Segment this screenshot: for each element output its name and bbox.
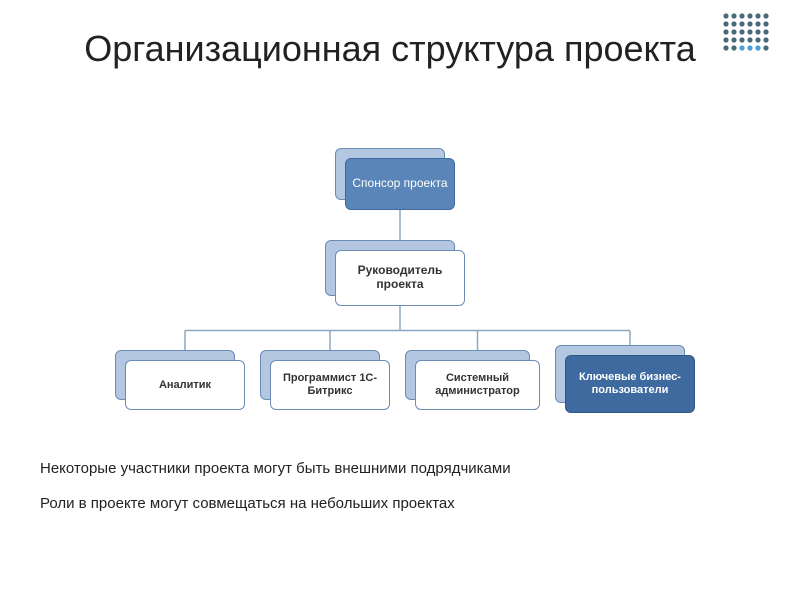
- page-title: Организационная структура проекта: [0, 0, 800, 79]
- org-node-label: Руководитель проекта: [342, 264, 458, 292]
- logo-icon: [720, 10, 776, 54]
- org-node-label: Аналитик: [132, 379, 238, 392]
- org-node-programmer: Программист 1С-Битрикс: [270, 360, 390, 410]
- org-node-label: Спонсор проекта: [352, 177, 448, 191]
- footnote-1: Некоторые участники проекта могут быть в…: [40, 460, 511, 477]
- org-node-label: Программист 1С-Битрикс: [277, 372, 383, 397]
- org-chart: Спонсор проекта Руководитель проекта Анали…: [0, 150, 800, 480]
- footnote-2: Роли в проекте могут совмещаться на небо…: [40, 495, 511, 512]
- org-node-label: Ключевые бизнес-пользователи: [572, 371, 688, 396]
- org-node-sponsor: Спонсор проекта: [345, 158, 455, 210]
- org-node-users: Ключевые бизнес-пользователи: [565, 355, 695, 413]
- org-node-sysadmin: Системный администратор: [415, 360, 540, 410]
- org-node-analyst: Аналитик: [125, 360, 245, 410]
- org-node-manager: Руководитель проекта: [335, 250, 465, 306]
- footer-notes: Некоторые участники проекта могут быть в…: [40, 460, 511, 530]
- org-node-label: Системный администратор: [422, 372, 533, 397]
